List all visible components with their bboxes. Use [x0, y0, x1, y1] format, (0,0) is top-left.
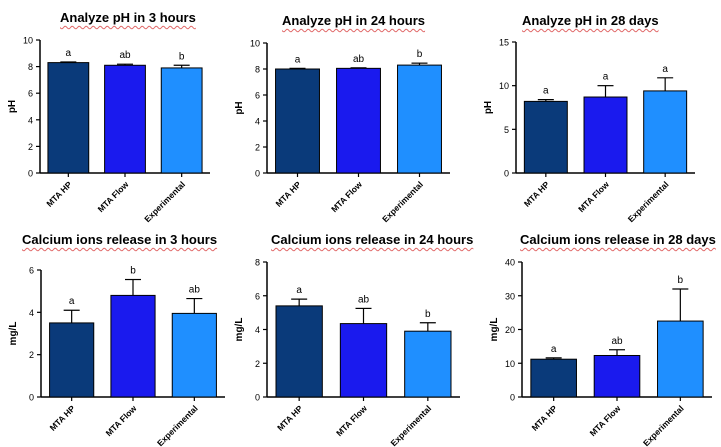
- significance-letter: ab: [189, 285, 201, 296]
- chart-title: Analyze pH in 28 days: [522, 13, 659, 28]
- y-tick-label: 0: [255, 169, 260, 179]
- bar: [47, 62, 90, 174]
- y-tick-label: 10: [499, 81, 509, 91]
- y-axis-label: pH: [483, 101, 494, 114]
- significance-letter: a: [69, 296, 75, 307]
- y-tick-label: 15: [499, 38, 509, 48]
- y-tick-label: 8: [28, 62, 33, 72]
- bar: [593, 354, 641, 398]
- x-tick-label: MTA HP: [530, 403, 560, 433]
- y-axis-label: mg/L: [8, 322, 19, 346]
- chart-title: Analyze pH in 24 hours: [282, 13, 426, 28]
- bar: [530, 358, 577, 398]
- bar: [583, 96, 628, 174]
- y-tick-label: 2: [255, 143, 260, 153]
- y-tick-label: 30: [505, 291, 515, 301]
- y-tick-label: 6: [255, 91, 260, 101]
- significance-letter: ab: [119, 50, 131, 61]
- significance-letter: b: [678, 275, 684, 286]
- y-tick-label: 4: [255, 325, 260, 335]
- y-tick-label: 40: [505, 258, 515, 268]
- chart-title: Calcium ions release in 24 hours: [271, 232, 474, 247]
- y-tick-label: 0: [504, 169, 509, 179]
- chart-title: Analyze pH in 3 hours: [60, 10, 196, 25]
- significance-letter: a: [296, 285, 302, 296]
- y-tick-label: 4: [28, 115, 33, 125]
- bar: [336, 67, 381, 174]
- chart-title: Calcium ions release in 28 days: [520, 232, 716, 247]
- significance-letter: ab: [358, 294, 370, 305]
- bar: [404, 330, 452, 398]
- significance-letter: a: [551, 344, 557, 355]
- y-axis-label: pH: [234, 101, 245, 114]
- y-tick-label: 4: [29, 308, 34, 318]
- bar: [110, 294, 156, 398]
- chart-title: Calcium ions release in 3 hours: [22, 232, 218, 247]
- y-tick-label: 8: [255, 65, 260, 75]
- y-tick-label: 2: [255, 359, 260, 369]
- y-tick-label: 8: [255, 258, 260, 268]
- significance-letter: a: [295, 54, 301, 65]
- significance-letter: b: [179, 51, 185, 62]
- y-tick-label: 4: [255, 117, 260, 127]
- y-tick-label: 6: [255, 291, 260, 301]
- y-tick-label: 10: [505, 359, 515, 369]
- significance-letter: b: [130, 266, 136, 277]
- significance-letter: ab: [611, 336, 623, 347]
- significance-letter: a: [603, 72, 609, 83]
- bar: [657, 320, 704, 398]
- y-axis-label: pH: [7, 100, 18, 113]
- significance-letter: b: [417, 49, 423, 60]
- y-tick-label: 2: [29, 350, 34, 360]
- significance-letter: a: [66, 48, 72, 59]
- significance-letter: a: [662, 64, 668, 75]
- y-axis-label: mg/L: [234, 318, 245, 342]
- bar: [523, 100, 568, 174]
- bar: [104, 64, 146, 174]
- y-tick-label: 2: [28, 142, 33, 152]
- y-tick-label: 6: [29, 266, 34, 276]
- y-tick-label: 0: [255, 393, 260, 403]
- y-tick-label: 20: [505, 325, 515, 335]
- bar: [160, 67, 203, 174]
- x-tick-label: Experimental: [641, 403, 686, 447]
- significance-letter: a: [543, 86, 549, 97]
- y-tick-label: 0: [510, 393, 515, 403]
- x-tick-label: MTA Flow: [588, 403, 623, 438]
- y-tick-label: 5: [504, 125, 509, 135]
- y-tick-label: 0: [28, 169, 33, 179]
- significance-letter: b: [425, 309, 431, 320]
- bar: [171, 312, 217, 398]
- y-tick-label: 6: [28, 89, 33, 99]
- y-axis-label: mg/L: [489, 318, 500, 342]
- y-tick-label: 0: [29, 393, 34, 403]
- y-tick-label: 10: [250, 39, 260, 49]
- bar: [397, 64, 442, 174]
- y-tick-label: 10: [23, 36, 33, 46]
- significance-letter: ab: [353, 54, 365, 65]
